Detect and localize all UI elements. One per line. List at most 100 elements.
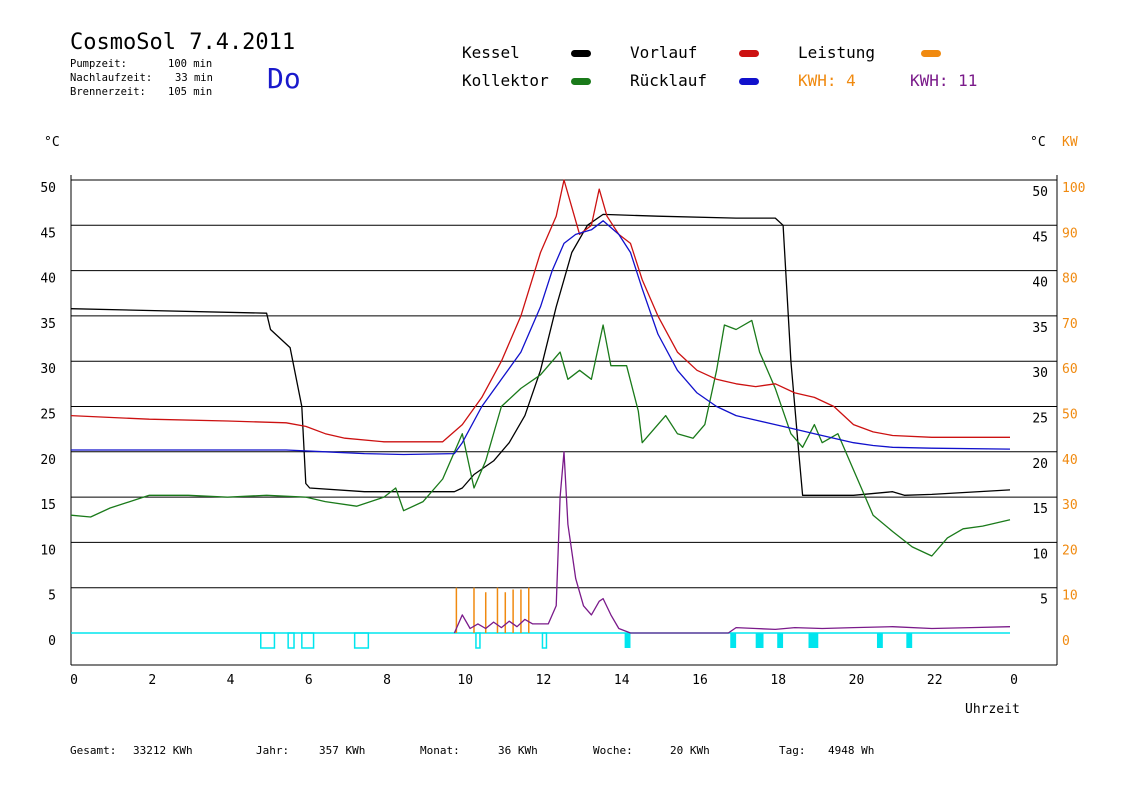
y2-tick: 30 [1062,498,1078,513]
woche-value: 20 KWh [670,744,710,757]
y2-tick: 60 [1062,362,1078,377]
chart-ticks: 0510152025303540455051015202530354045500… [40,181,1085,688]
nachlaufzeit-value: 33 min [175,72,213,84]
woche-label: Woche: [593,744,633,757]
tag-value: 4948 Wh [828,744,875,757]
gesamt-value: 33212 KWh [133,744,193,757]
x-tick: 0 [1010,673,1018,688]
legend-ruecklauf: Rücklauf [630,71,708,90]
gesamt-label: Gesamt: [70,744,117,757]
y2-tick: 40 [1062,453,1078,468]
y2-tick: 70 [1062,317,1078,332]
x-tick: 16 [692,673,708,688]
y-tick-left: 45 [40,226,56,241]
series-kollektor [70,319,1011,557]
pump-marker [301,632,315,649]
x-axis-label: Uhrzeit [965,702,1020,717]
y2-tick: 90 [1062,226,1078,241]
x-tick: 12 [536,673,552,688]
y-tick-right: 5 [1040,593,1048,608]
x-tick: 8 [383,673,391,688]
jahr-label: Jahr: [256,744,290,757]
weekday-label: Do [267,62,301,95]
y-tick-left: 0 [48,634,56,649]
tag-label: Tag: [779,744,806,757]
legend-kollektor: Kollektor [462,71,549,90]
monat-label: Monat: [420,744,460,757]
legend-ruecklauf-swatch [739,78,759,85]
chart-axes [70,175,1058,666]
legend-leistung: Leistung [798,43,876,62]
series-kwh [453,451,1011,634]
y-tick-left: 20 [40,453,56,468]
x-tick: 22 [927,673,943,688]
y-tick-left: 25 [40,408,56,423]
pump-marker [876,633,883,648]
right-axis-unit-kw: KW [1062,135,1078,150]
y-tick-left: 50 [40,181,56,196]
jahr-value: 357 KWh [319,744,366,757]
pump-marker [287,632,295,649]
y-tick-right: 30 [1032,366,1048,381]
pump-marker [906,633,913,648]
brennerzeit-value: 105 min [168,86,213,98]
nachlaufzeit-label: Nachlaufzeit: [70,72,153,84]
y-tick-right: 25 [1032,412,1048,427]
y2-tick: 0 [1062,634,1070,649]
monat-value: 36 KWh [498,744,538,757]
right-axis-unit: °C [1030,135,1046,150]
y2-tick: 80 [1062,272,1078,287]
y-tick-left: 10 [40,543,56,558]
x-tick: 2 [148,673,156,688]
legend-vorlauf: Vorlauf [630,43,698,62]
pump-marker [730,633,737,648]
left-axis-unit: °C [44,135,60,150]
brennerzeit-label: Brennerzeit: [70,86,146,98]
y-tick-right: 20 [1032,457,1048,472]
legend-vorlauf-swatch [739,50,759,57]
y-tick-right: 10 [1032,547,1048,562]
legend-kessel: Kessel [462,43,520,62]
pump-marker [475,632,481,649]
y2-tick: 100 [1062,181,1085,196]
chart-grid [71,179,1057,589]
series-kessel [70,213,1011,496]
pump-marker [808,633,819,648]
y-tick-right: 45 [1032,230,1048,245]
legend-kollektor-swatch [571,78,591,85]
x-tick: 0 [70,673,78,688]
y2-tick: 20 [1062,543,1078,558]
pump-marker [260,632,276,649]
y-tick-right: 15 [1032,502,1048,517]
x-tick: 6 [305,673,313,688]
pump-marker [777,633,784,648]
chart-series [70,179,1011,634]
legend-kwh-orange: KWH: 4 [798,71,856,90]
series-vorlauf [70,179,1010,443]
x-tick: 10 [457,673,473,688]
y2-tick: 50 [1062,408,1078,423]
y-tick-left: 40 [40,272,56,287]
pumpzeit-label: Pumpzeit: [70,58,127,70]
pump-marker [755,633,764,648]
x-tick: 4 [227,673,235,688]
y-tick-left: 30 [40,362,56,377]
legend-kwh-purple: KWH: 11 [910,71,978,90]
chart-title: CosmoSol 7.4.2011 [70,30,296,55]
x-tick: 18 [770,673,786,688]
pump-marker [624,633,631,648]
legend-kessel-swatch [571,50,591,57]
y-tick-right: 40 [1032,276,1048,291]
pump-marker [353,632,370,649]
legend-leistung-swatch [921,50,941,57]
series-ruecklauf [71,220,1011,456]
y-tick-right: 50 [1032,185,1048,200]
x-tick: 14 [614,673,630,688]
x-tick: 20 [849,673,865,688]
pumpzeit-value: 100 min [168,58,213,70]
pump-markers [71,632,1010,649]
y-tick-right: 35 [1032,321,1048,336]
y-tick-left: 35 [40,317,56,332]
pump-marker [541,632,548,649]
